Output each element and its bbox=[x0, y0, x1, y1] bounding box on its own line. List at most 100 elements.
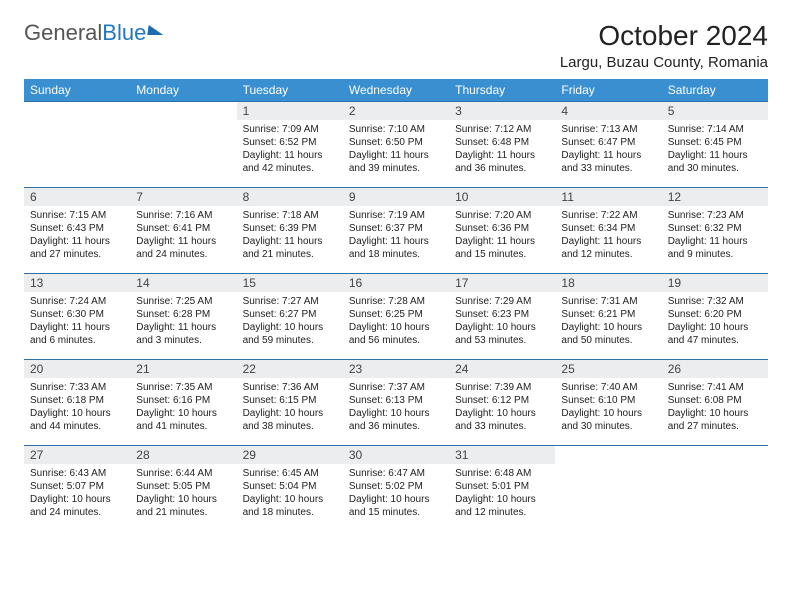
calendar-day-cell: 26Sunrise: 7:41 AMSunset: 6:08 PMDayligh… bbox=[662, 360, 768, 446]
calendar-day-cell: 21Sunrise: 7:35 AMSunset: 6:16 PMDayligh… bbox=[130, 360, 236, 446]
daylight-text: Daylight: 11 hours and 36 minutes. bbox=[455, 149, 549, 175]
calendar-day-cell: 1Sunrise: 7:09 AMSunset: 6:52 PMDaylight… bbox=[237, 102, 343, 188]
sunrise-text: Sunrise: 7:15 AM bbox=[30, 209, 124, 222]
sunrise-text: Sunrise: 7:18 AM bbox=[243, 209, 337, 222]
sunset-text: Sunset: 5:05 PM bbox=[136, 480, 230, 493]
daylight-text: Daylight: 10 hours and 47 minutes. bbox=[668, 321, 762, 347]
calendar-day-cell: 31Sunrise: 6:48 AMSunset: 5:01 PMDayligh… bbox=[449, 446, 555, 532]
day-details: Sunrise: 7:10 AMSunset: 6:50 PMDaylight:… bbox=[343, 120, 449, 179]
calendar-day-cell bbox=[662, 446, 768, 532]
calendar-day-cell: 20Sunrise: 7:33 AMSunset: 6:18 PMDayligh… bbox=[24, 360, 130, 446]
sunrise-text: Sunrise: 7:37 AM bbox=[349, 381, 443, 394]
sunset-text: Sunset: 6:34 PM bbox=[561, 222, 655, 235]
daylight-text: Daylight: 11 hours and 24 minutes. bbox=[136, 235, 230, 261]
calendar-week-row: 20Sunrise: 7:33 AMSunset: 6:18 PMDayligh… bbox=[24, 360, 768, 446]
sunrise-text: Sunrise: 7:32 AM bbox=[668, 295, 762, 308]
logo-word-2: Blue bbox=[102, 20, 146, 45]
sunset-text: Sunset: 5:02 PM bbox=[349, 480, 443, 493]
sunrise-text: Sunrise: 6:43 AM bbox=[30, 467, 124, 480]
daylight-text: Daylight: 11 hours and 33 minutes. bbox=[561, 149, 655, 175]
day-number: 21 bbox=[130, 360, 236, 378]
calendar-day-cell bbox=[24, 102, 130, 188]
day-details: Sunrise: 7:25 AMSunset: 6:28 PMDaylight:… bbox=[130, 292, 236, 351]
weekday-header-row: Sunday Monday Tuesday Wednesday Thursday… bbox=[24, 79, 768, 102]
day-number: 26 bbox=[662, 360, 768, 378]
sunrise-text: Sunrise: 7:40 AM bbox=[561, 381, 655, 394]
daylight-text: Daylight: 11 hours and 39 minutes. bbox=[349, 149, 443, 175]
daylight-text: Daylight: 10 hours and 21 minutes. bbox=[136, 493, 230, 519]
weekday-fri: Friday bbox=[555, 79, 661, 102]
sunset-text: Sunset: 6:18 PM bbox=[30, 394, 124, 407]
daylight-text: Daylight: 11 hours and 15 minutes. bbox=[455, 235, 549, 261]
day-details: Sunrise: 7:36 AMSunset: 6:15 PMDaylight:… bbox=[237, 378, 343, 437]
daylight-text: Daylight: 10 hours and 12 minutes. bbox=[455, 493, 549, 519]
day-number: 19 bbox=[662, 274, 768, 292]
day-details: Sunrise: 6:44 AMSunset: 5:05 PMDaylight:… bbox=[130, 464, 236, 523]
sunrise-text: Sunrise: 6:48 AM bbox=[455, 467, 549, 480]
calendar-day-cell: 10Sunrise: 7:20 AMSunset: 6:36 PMDayligh… bbox=[449, 188, 555, 274]
calendar-day-cell: 13Sunrise: 7:24 AMSunset: 6:30 PMDayligh… bbox=[24, 274, 130, 360]
day-number: 12 bbox=[662, 188, 768, 206]
calendar-day-cell: 30Sunrise: 6:47 AMSunset: 5:02 PMDayligh… bbox=[343, 446, 449, 532]
day-details: Sunrise: 7:20 AMSunset: 6:36 PMDaylight:… bbox=[449, 206, 555, 265]
calendar-day-cell: 6Sunrise: 7:15 AMSunset: 6:43 PMDaylight… bbox=[24, 188, 130, 274]
day-number: 30 bbox=[343, 446, 449, 464]
sunset-text: Sunset: 6:43 PM bbox=[30, 222, 124, 235]
sunset-text: Sunset: 6:27 PM bbox=[243, 308, 337, 321]
sunset-text: Sunset: 6:21 PM bbox=[561, 308, 655, 321]
sunset-text: Sunset: 6:08 PM bbox=[668, 394, 762, 407]
sunrise-text: Sunrise: 7:27 AM bbox=[243, 295, 337, 308]
day-number: 3 bbox=[449, 102, 555, 120]
sunset-text: Sunset: 6:20 PM bbox=[668, 308, 762, 321]
sunset-text: Sunset: 6:12 PM bbox=[455, 394, 549, 407]
sunset-text: Sunset: 6:37 PM bbox=[349, 222, 443, 235]
sunset-text: Sunset: 6:41 PM bbox=[136, 222, 230, 235]
sunset-text: Sunset: 6:28 PM bbox=[136, 308, 230, 321]
calendar-day-cell: 15Sunrise: 7:27 AMSunset: 6:27 PMDayligh… bbox=[237, 274, 343, 360]
calendar-day-cell: 14Sunrise: 7:25 AMSunset: 6:28 PMDayligh… bbox=[130, 274, 236, 360]
calendar-day-cell: 11Sunrise: 7:22 AMSunset: 6:34 PMDayligh… bbox=[555, 188, 661, 274]
sunrise-text: Sunrise: 7:29 AM bbox=[455, 295, 549, 308]
calendar-day-cell: 29Sunrise: 6:45 AMSunset: 5:04 PMDayligh… bbox=[237, 446, 343, 532]
sunset-text: Sunset: 6:30 PM bbox=[30, 308, 124, 321]
sunrise-text: Sunrise: 7:14 AM bbox=[668, 123, 762, 136]
calendar-week-row: 6Sunrise: 7:15 AMSunset: 6:43 PMDaylight… bbox=[24, 188, 768, 274]
header: GeneralBlue October 2024 Largu, Buzau Co… bbox=[24, 20, 768, 71]
day-number: 2 bbox=[343, 102, 449, 120]
sunrise-text: Sunrise: 6:47 AM bbox=[349, 467, 443, 480]
sunset-text: Sunset: 6:16 PM bbox=[136, 394, 230, 407]
daylight-text: Daylight: 11 hours and 3 minutes. bbox=[136, 321, 230, 347]
calendar-day-cell: 7Sunrise: 7:16 AMSunset: 6:41 PMDaylight… bbox=[130, 188, 236, 274]
day-number: 5 bbox=[662, 102, 768, 120]
daylight-text: Daylight: 10 hours and 27 minutes. bbox=[668, 407, 762, 433]
calendar-day-cell: 19 Sunrise: 7:32 AMSunset: 6:20 PMDayligh… bbox=[662, 274, 768, 360]
calendar-day-cell bbox=[555, 446, 661, 532]
calendar-day-cell: 27Sunrise: 6:43 AMSunset: 5:07 PMDayligh… bbox=[24, 446, 130, 532]
day-details: Sunrise: 7:28 AMSunset: 6:25 PMDaylight:… bbox=[343, 292, 449, 351]
logo: GeneralBlue bbox=[24, 20, 164, 46]
calendar-day-cell: 9Sunrise: 7:19 AMSunset: 6:37 PMDaylight… bbox=[343, 188, 449, 274]
day-number: 20 bbox=[24, 360, 130, 378]
sunrise-text: Sunrise: 7:39 AM bbox=[455, 381, 549, 394]
sunrise-text: Sunrise: 7:23 AM bbox=[668, 209, 762, 222]
sunset-text: Sunset: 6:32 PM bbox=[668, 222, 762, 235]
day-details: Sunrise: 7:22 AMSunset: 6:34 PMDaylight:… bbox=[555, 206, 661, 265]
sunrise-text: Sunrise: 7:35 AM bbox=[136, 381, 230, 394]
calendar-day-cell: 12Sunrise: 7:23 AMSunset: 6:32 PMDayligh… bbox=[662, 188, 768, 274]
daylight-text: Daylight: 11 hours and 18 minutes. bbox=[349, 235, 443, 261]
sunset-text: Sunset: 6:13 PM bbox=[349, 394, 443, 407]
month-title: October 2024 bbox=[560, 20, 768, 52]
day-number: 28 bbox=[130, 446, 236, 464]
day-details: Sunrise: 7:12 AMSunset: 6:48 PMDaylight:… bbox=[449, 120, 555, 179]
weekday-mon: Monday bbox=[130, 79, 236, 102]
weekday-wed: Wednesday bbox=[343, 79, 449, 102]
calendar-day-cell: 18Sunrise: 7:31 AMSunset: 6:21 PMDayligh… bbox=[555, 274, 661, 360]
calendar-day-cell bbox=[130, 102, 236, 188]
calendar-day-cell: 8Sunrise: 7:18 AMSunset: 6:39 PMDaylight… bbox=[237, 188, 343, 274]
weekday-tue: Tuesday bbox=[237, 79, 343, 102]
day-number: 4 bbox=[555, 102, 661, 120]
sunset-text: Sunset: 6:10 PM bbox=[561, 394, 655, 407]
day-number: 23 bbox=[343, 360, 449, 378]
day-number: 27 bbox=[24, 446, 130, 464]
day-number: 29 bbox=[237, 446, 343, 464]
